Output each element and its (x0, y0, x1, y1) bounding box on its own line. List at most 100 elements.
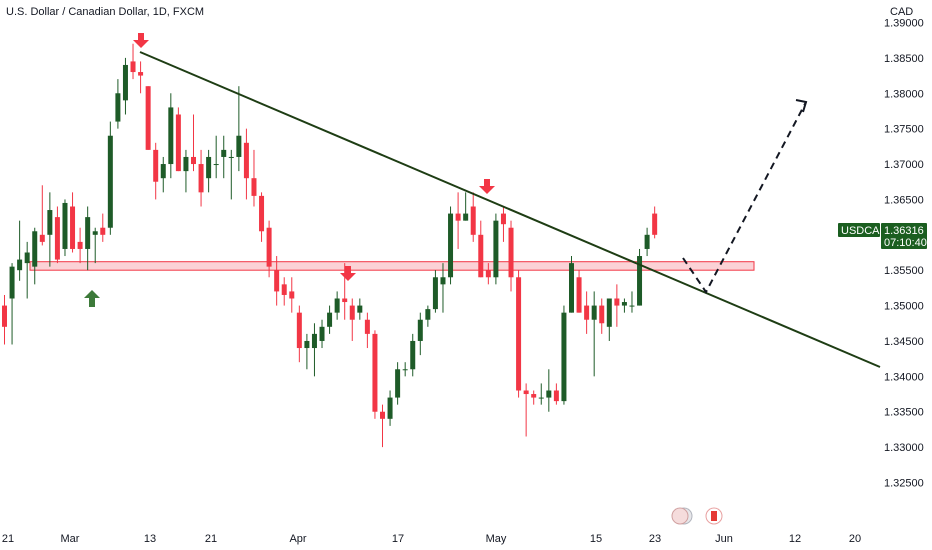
candle[interactable] (546, 390, 552, 398)
candle[interactable] (516, 277, 522, 391)
candle[interactable] (281, 284, 287, 295)
candle[interactable] (130, 61, 136, 73)
candle[interactable] (500, 213, 506, 225)
candle[interactable] (243, 142, 249, 179)
candle[interactable] (485, 270, 491, 278)
candle[interactable] (463, 213, 469, 221)
chart-title: U.S. Dollar / Canadian Dollar, 1D, FXCM (6, 6, 205, 18)
candle[interactable] (606, 298, 612, 327)
candle[interactable] (92, 231, 98, 235)
last-price-label: 1.36316 (884, 225, 924, 237)
candle[interactable] (168, 107, 174, 165)
candle[interactable] (395, 369, 401, 398)
candle[interactable] (410, 340, 416, 370)
event-marker-icon[interactable] (671, 507, 689, 525)
price-tick-label: 1.38500 (884, 53, 924, 65)
candle[interactable] (576, 277, 582, 313)
candle[interactable] (47, 210, 53, 235)
candle[interactable] (508, 227, 514, 278)
candle[interactable] (417, 319, 423, 341)
candle[interactable] (153, 149, 159, 182)
candle[interactable] (198, 164, 204, 193)
candle[interactable] (652, 213, 658, 235)
candle[interactable] (531, 394, 537, 398)
candle[interactable] (266, 227, 272, 267)
candle[interactable] (311, 333, 317, 349)
candle[interactable] (289, 291, 295, 299)
time-tick-label: Mar (61, 533, 80, 545)
candle[interactable] (62, 202, 68, 249)
candle[interactable] (251, 178, 257, 196)
candle[interactable] (440, 277, 446, 285)
candle[interactable] (448, 213, 454, 278)
candle[interactable] (70, 206, 76, 249)
candle[interactable] (402, 369, 408, 371)
candle[interactable] (644, 234, 650, 249)
candle[interactable] (85, 217, 91, 249)
candle[interactable] (629, 305, 635, 307)
candle[interactable] (478, 234, 484, 278)
candle[interactable] (115, 93, 121, 122)
candle[interactable] (584, 305, 590, 320)
candle[interactable] (372, 333, 378, 412)
candle[interactable] (39, 234, 45, 242)
candle[interactable] (349, 305, 355, 320)
candle[interactable] (538, 397, 544, 399)
candle[interactable] (2, 305, 7, 327)
candle[interactable] (191, 156, 196, 165)
candle[interactable] (206, 156, 212, 179)
candle[interactable] (432, 277, 438, 310)
candle[interactable] (160, 164, 166, 179)
candle[interactable] (591, 305, 597, 320)
candle[interactable] (145, 86, 151, 150)
candle[interactable] (425, 309, 431, 320)
candle[interactable] (637, 256, 643, 306)
candle[interactable] (122, 64, 128, 101)
sell-arrow-march (133, 33, 149, 48)
candle[interactable] (9, 266, 15, 299)
candle[interactable] (175, 114, 181, 172)
candle[interactable] (24, 252, 30, 264)
candle[interactable] (357, 305, 363, 313)
candle[interactable] (259, 195, 265, 232)
candle[interactable] (296, 312, 302, 349)
candle[interactable] (221, 149, 227, 157)
candle[interactable] (319, 326, 325, 341)
candle[interactable] (236, 135, 242, 157)
candle[interactable] (327, 312, 333, 327)
candle[interactable] (621, 302, 627, 306)
candle[interactable] (599, 305, 605, 324)
candle[interactable] (17, 259, 23, 271)
time-tick-label: 13 (144, 533, 156, 545)
time-tick-label: 20 (849, 533, 861, 545)
candle[interactable] (455, 213, 461, 221)
candle[interactable] (107, 135, 113, 228)
candle[interactable] (523, 390, 529, 395)
candle[interactable] (138, 72, 144, 76)
candle[interactable] (100, 227, 106, 235)
candle[interactable] (274, 270, 280, 292)
candle[interactable] (387, 397, 393, 419)
candle[interactable] (364, 319, 370, 334)
candle[interactable] (380, 411, 385, 419)
last-price-box (881, 223, 927, 249)
support-zone (29, 261, 755, 271)
candle[interactable] (561, 312, 567, 402)
candle[interactable] (228, 156, 234, 158)
candle[interactable] (213, 164, 219, 166)
price-tick-label: 1.38000 (884, 88, 924, 100)
candle[interactable] (493, 220, 499, 278)
candle[interactable] (342, 298, 348, 303)
candle[interactable] (553, 390, 559, 402)
candle[interactable] (77, 241, 83, 249)
candle[interactable] (614, 298, 620, 306)
candle[interactable] (32, 231, 38, 267)
candle[interactable] (183, 156, 189, 172)
price-tick-label: 1.37500 (884, 124, 924, 136)
candle[interactable] (334, 298, 340, 313)
candle[interactable] (304, 340, 310, 349)
candle[interactable] (54, 217, 60, 260)
candle[interactable] (470, 206, 476, 235)
candle[interactable] (569, 263, 574, 313)
